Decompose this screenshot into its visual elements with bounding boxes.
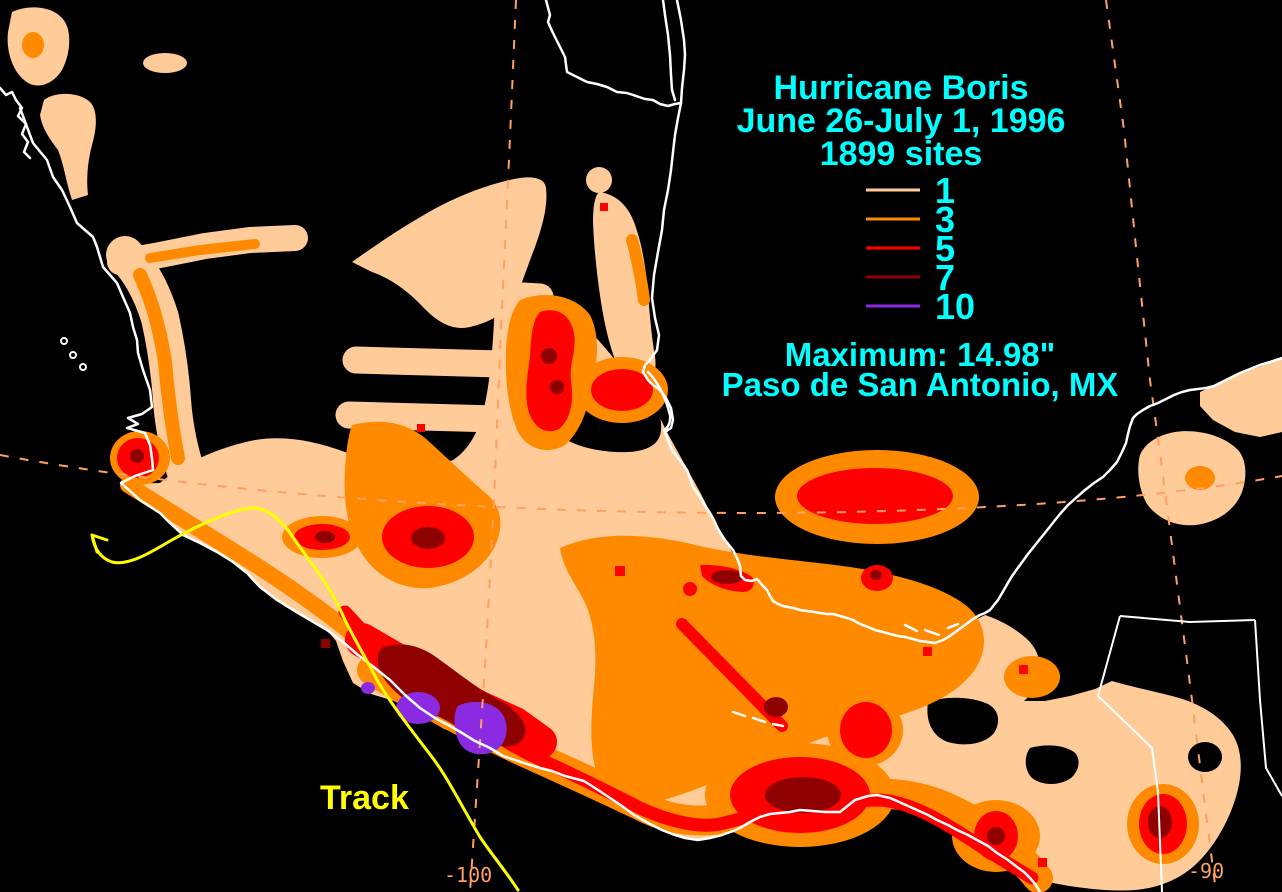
contour-1in-small-oval: [143, 53, 187, 73]
tamiahua-lagoon: [646, 370, 672, 432]
maximum-value: Maximum: 14.98": [784, 336, 1056, 373]
meridian-100w: [469, 0, 517, 892]
contour-3in: [120, 477, 358, 640]
legend-line-icon: [866, 304, 920, 308]
maximum-location: Paso de San Antonio, MX: [721, 366, 1119, 403]
contour-7in: [541, 348, 557, 364]
map-title: Hurricane Boris June 26-July 1, 1996 189…: [620, 69, 1182, 173]
contour-10in: [361, 682, 375, 694]
contour-3in: [1004, 656, 1060, 698]
contour-1in-small-circle: [586, 167, 612, 193]
legend-row: 5: [865, 228, 975, 269]
belize-border: [1254, 619, 1282, 797]
legend-value: 7: [935, 257, 956, 298]
terminos-lagoon: [903, 622, 960, 637]
contour-7in: [130, 449, 144, 463]
dry-hole: [927, 697, 999, 745]
legend-row: 10: [865, 286, 976, 327]
dry-hole: [1025, 745, 1079, 784]
contour-1in-finger: [438, 278, 554, 311]
contour-7in: [711, 570, 743, 584]
legend-value: 1: [935, 170, 956, 211]
contour-3in: [145, 239, 260, 263]
rainfall-legend: 1 3 5 7 10: [865, 170, 976, 327]
contour-5in: [615, 566, 625, 576]
storm-name: Hurricane Boris: [773, 69, 1029, 107]
dry-hole: [547, 198, 590, 295]
contour-7in: [411, 527, 445, 549]
storm-track: [90, 506, 520, 892]
track-arrowhead-icon: [90, 533, 109, 554]
islas-marias: [60, 337, 68, 345]
legend-line-icon: [866, 246, 920, 250]
contour-7in: [987, 827, 1005, 845]
guatemala-north-border: [1119, 615, 1256, 623]
contour-7in-tehuantepec: [765, 777, 841, 813]
contour-3in-central-mass: [560, 535, 985, 805]
contour-1in-gulf-strip: [593, 192, 656, 394]
contour-1in-yucatan-north: [1200, 358, 1282, 437]
storm-dates: June 26-July 1, 1996: [736, 102, 1066, 140]
rio-grande-border: [544, 0, 683, 108]
contour-7in: [321, 639, 330, 648]
contour-5in: [1038, 858, 1047, 867]
contour-1in-finger: [335, 401, 510, 433]
legend-line-icon: [866, 275, 920, 279]
contour-5in: [797, 468, 953, 524]
contour-7in: [315, 531, 335, 543]
legend-row: 1: [865, 170, 975, 211]
legend-row: 3: [865, 199, 975, 240]
contour-5in: [683, 582, 697, 596]
contour-5in: [840, 702, 892, 758]
legend-line-icon: [866, 188, 920, 192]
longitude-label-100w: -100: [444, 863, 493, 887]
contour-5in: [600, 203, 608, 211]
contour-3in: [133, 268, 185, 465]
islas-marias: [79, 363, 87, 371]
legend-value: 10: [935, 286, 976, 327]
track-line: [90, 506, 520, 892]
pacific-coastline: [18, 106, 1042, 892]
legend-line-icon: [866, 217, 920, 221]
contour-7in: [550, 380, 564, 394]
contour-3in: [1185, 466, 1215, 490]
maximum-annotation: Maximum: 14.98" Paso de San Antonio, MX: [690, 336, 1150, 403]
islas-marias: [69, 351, 77, 359]
legend-row: 7: [865, 257, 975, 298]
contour-5in: [591, 369, 653, 411]
guatemala-border: [1097, 615, 1163, 892]
contour-1in-hook: [40, 93, 96, 200]
contour-5in: [417, 424, 425, 432]
track-label: Track: [320, 779, 409, 817]
contour-7in: [870, 570, 882, 580]
site-count: 1899 sites: [819, 135, 983, 173]
gulf-coastline: [641, 0, 1282, 645]
rainfall-contours: [7, 7, 1282, 892]
legend-value: 5: [935, 228, 956, 269]
baja-coastline: [0, 86, 32, 160]
longitude-label-90w: -90: [1188, 859, 1225, 883]
contour-5in: [1019, 665, 1028, 674]
contour-10in: [396, 692, 440, 724]
laguna-madre-line: [661, 0, 677, 102]
contour-5in: [923, 647, 932, 656]
contour-3in: [22, 32, 44, 58]
contour-7in: [764, 697, 788, 717]
contour-1in-finger: [342, 346, 514, 378]
contour-3in: [626, 234, 650, 306]
latitude-circle: [0, 454, 1282, 514]
dry-hole: [1188, 742, 1222, 772]
tehuantepec-lagoons: [731, 710, 785, 728]
contour-5in: [526, 310, 575, 432]
legend-value: 3: [935, 199, 956, 240]
